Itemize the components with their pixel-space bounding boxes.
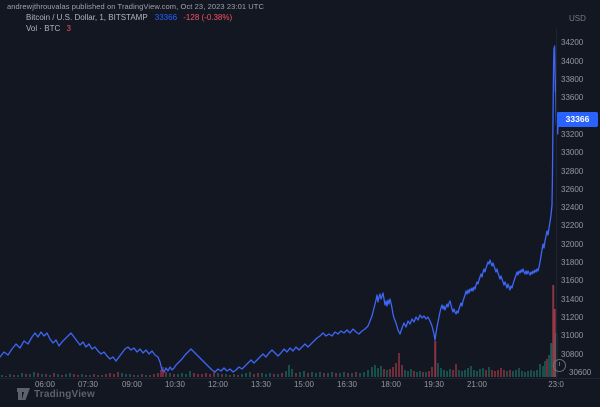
- price-tick-label: 30600: [569, 367, 592, 377]
- tradingview-logo-text: TradingView: [34, 388, 95, 400]
- symbol-title: Bitcoin / U.S. Dollar, 1, BITSTAMP: [26, 13, 148, 22]
- countdown-clock-icon: [553, 359, 566, 372]
- price-tick-label: 32400: [561, 203, 584, 213]
- price-tick-label: 31400: [561, 294, 584, 304]
- price-line-series: [0, 45, 559, 373]
- price-tick-label: 32600: [561, 184, 584, 194]
- time-tick-label: 13:30: [250, 380, 272, 389]
- price-tick-label: 32800: [561, 166, 584, 176]
- volume-bars: [1, 285, 558, 377]
- time-tick-label: 07:30: [77, 380, 99, 389]
- time-axis[interactable]: 06:00 07:30 09:00 10:30 12:00 13:30 15:00 16:30…: [0, 380, 600, 394]
- volume-value: 3: [66, 24, 71, 33]
- price-tick-label: 31800: [561, 258, 584, 267]
- quote-currency-label: USD: [569, 14, 586, 23]
- price-tick-label: 33200: [561, 129, 584, 139]
- price-tick-label: 31000: [561, 331, 584, 341]
- tradingview-logo-icon: [17, 388, 30, 400]
- volume-indicator-row: Vol · BTC 3: [26, 24, 71, 34]
- time-tick-label: 19:30: [423, 380, 445, 389]
- price-tick-label: 31200: [561, 312, 584, 322]
- time-tick-label: 10:30: [164, 380, 186, 389]
- time-tick-label: 16:30: [336, 380, 358, 389]
- price-tick-label: 33800: [561, 75, 584, 85]
- price-axis[interactable]: 34200 34000 33800 33600 33200 33000 32800 32600…: [557, 0, 600, 378]
- price-tick-label: 32200: [561, 221, 584, 231]
- price-tick-label: 33000: [561, 148, 584, 158]
- time-tick-label: 12:00: [207, 380, 229, 389]
- volume-label: Vol · BTC: [26, 24, 61, 33]
- price-axis-divider: [556, 28, 557, 378]
- time-axis-divider: [0, 378, 600, 379]
- last-price-badge-text: 33366: [565, 113, 590, 124]
- last-price-text: 33366: [154, 13, 178, 22]
- attribution-bar: andrewjthrouvalas published on TradingVi…: [7, 2, 264, 12]
- price-chart-canvas[interactable]: [0, 0, 600, 378]
- time-tick-label: 06:00: [34, 380, 56, 389]
- price-tick-label: 31600: [561, 276, 584, 286]
- symbol-header: Bitcoin / U.S. Dollar, 1, BITSTAMP 33366…: [26, 13, 232, 23]
- time-tick-label: 15:00: [293, 380, 315, 389]
- price-tick-label: 32000: [561, 239, 584, 249]
- time-tick-label: 23:0: [548, 380, 564, 389]
- time-tick-label: 21:00: [466, 380, 488, 389]
- last-price-badge: 33366: [557, 111, 598, 127]
- tradingview-logo[interactable]: TradingView: [17, 387, 95, 401]
- price-tick-label: 33600: [561, 93, 584, 103]
- price-tick-label: 34200: [561, 38, 584, 48]
- price-tick-label: 34000: [561, 56, 584, 66]
- time-tick-label: 09:00: [121, 380, 143, 389]
- price-tick-label: 30800: [561, 349, 584, 359]
- time-tick-label: 18:00: [380, 380, 402, 389]
- attribution-text: andrewjthrouvalas published on TradingVi…: [7, 2, 265, 11]
- price-change-text: -128 (-0.38%): [183, 13, 233, 22]
